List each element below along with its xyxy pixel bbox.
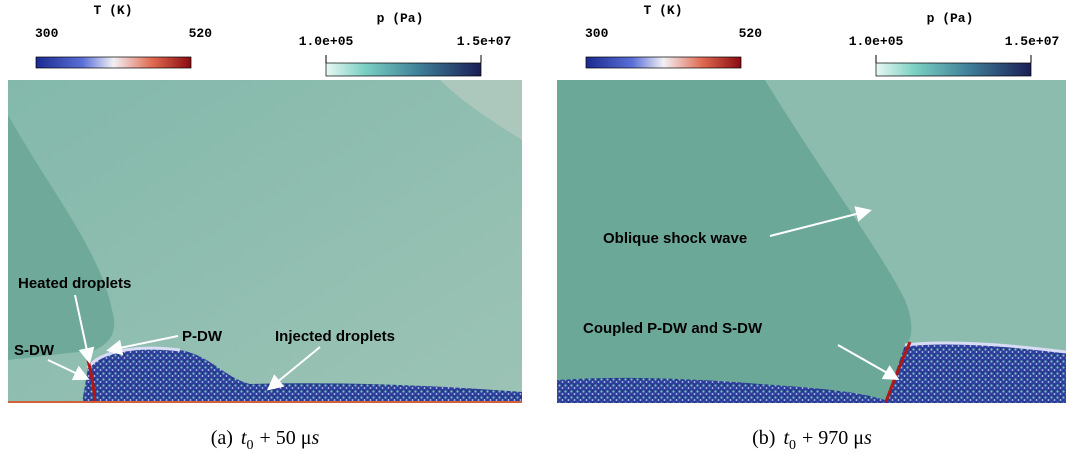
- caption: (b)t0+ 970 μs: [752, 427, 872, 453]
- colorbar-title: p (Pa): [377, 11, 424, 26]
- colorbar-title: T (K): [93, 3, 132, 18]
- colorbar: [586, 57, 741, 68]
- colorbar-min: 300: [585, 26, 609, 41]
- colorbar-title: p (Pa): [927, 11, 974, 26]
- annotation: Coupled P-DW and S-DW: [583, 320, 763, 337]
- colorbar-min: 1.0e+05: [299, 34, 354, 49]
- colorbar-max: 1.5e+07: [1005, 34, 1060, 49]
- panel-b: T (K) 300 520 p (Pa) 1.0e+05 1.5e+07 Obl…: [557, 3, 1066, 453]
- colorbar-max: 1.5e+07: [457, 34, 512, 49]
- page: T (K) 300 520 p (Pa) 1.0e+05 1.5e+07 Hea…: [0, 0, 1069, 454]
- caption: (a)t0+ 50 μs: [211, 427, 320, 453]
- colorbar-max: 520: [739, 26, 763, 41]
- colorbar-min: 1.0e+05: [849, 34, 904, 49]
- annotation: Injected droplets: [275, 328, 395, 345]
- colorbar: [36, 57, 191, 68]
- colorbar-min: 300: [35, 26, 59, 41]
- colorbar: [876, 63, 1031, 76]
- field: [8, 80, 522, 403]
- annotation: Oblique shock wave: [603, 230, 747, 247]
- colorbar-title: T (K): [643, 3, 682, 18]
- colorbar: [326, 63, 481, 76]
- panel-a: T (K) 300 520 p (Pa) 1.0e+05 1.5e+07 Hea…: [8, 3, 522, 453]
- figure: T (K) 300 520 p (Pa) 1.0e+05 1.5e+07 Hea…: [0, 0, 1069, 454]
- droplets: [885, 343, 1066, 403]
- annotation: S-DW: [14, 342, 55, 359]
- colorbar-max: 520: [189, 26, 213, 41]
- annotation: P-DW: [182, 328, 223, 345]
- annotation: Heated droplets: [18, 275, 131, 292]
